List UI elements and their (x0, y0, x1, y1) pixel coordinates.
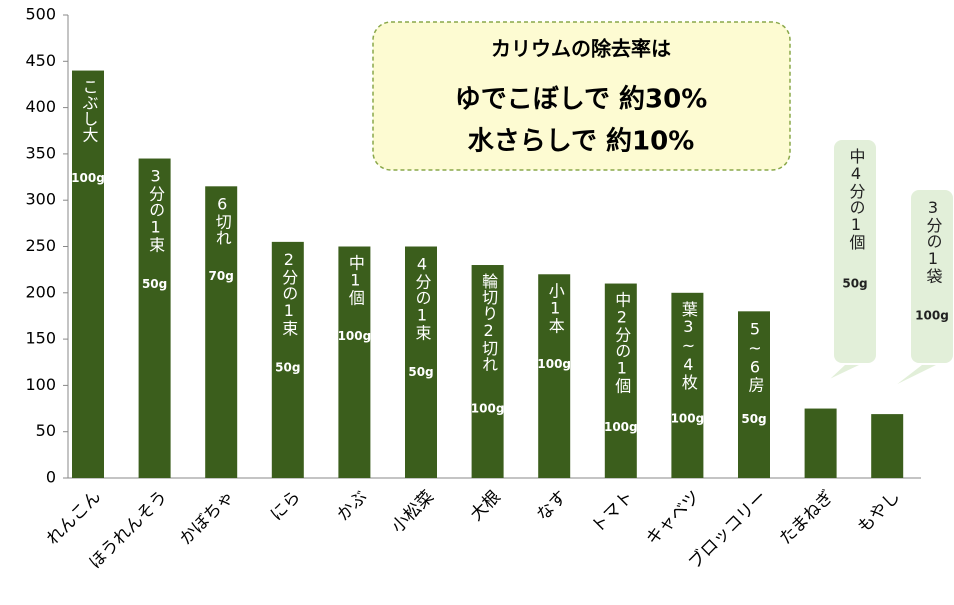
x-tick-label: れんこん (43, 487, 105, 549)
x-tick-label: 小松菜 (388, 487, 438, 537)
portion-label: 中2分の1個 (612, 292, 631, 394)
bar (205, 186, 238, 478)
portion-label: 2分の1束 (279, 250, 298, 336)
weight-label: 100g (471, 402, 505, 416)
y-tick-label: 300 (25, 190, 56, 209)
annotation-title: カリウムの除去率は (491, 37, 671, 61)
bar (338, 246, 371, 478)
bar (538, 274, 571, 478)
bar (138, 158, 171, 478)
weight-label: 100g (537, 357, 571, 371)
x-tick-label: なす (533, 487, 571, 525)
y-tick-label: 350 (25, 143, 56, 162)
x-tick-label: にら (267, 487, 305, 525)
x-tick-label: トマト (588, 487, 638, 537)
weight-label: 100g (71, 171, 105, 185)
portion-label: 3分の1袋 (924, 198, 943, 284)
portion-label: 中1個 (346, 255, 365, 306)
portion-label: 葉3~4枚 (679, 301, 698, 390)
portion-label: 5~6房 (746, 319, 765, 393)
portion-label: 中4分の1個 (847, 148, 866, 250)
y-tick-label: 200 (25, 282, 56, 301)
y-tick-label: 450 (25, 51, 56, 70)
weight-label: 70g (209, 269, 234, 283)
portion-label: こぶし大 (80, 79, 99, 143)
portion-label: 3分の1束 (146, 167, 165, 253)
weight-label: 50g (842, 277, 867, 291)
portion-label: 4分の1束 (413, 255, 432, 341)
weight-label: 100g (671, 411, 705, 425)
bar (72, 70, 104, 478)
portion-label: 輪切り2切れ (479, 273, 498, 372)
weight-label: 100g (915, 309, 949, 323)
bar (738, 311, 770, 478)
y-tick-label: 400 (25, 97, 56, 116)
y-tick-label: 100 (25, 375, 56, 394)
annotation-line: 水さらしで 約10% (468, 126, 695, 157)
callout-pointer (830, 365, 859, 379)
bar (804, 408, 837, 478)
y-tick-label: 500 (25, 5, 56, 24)
portion-label: 小1本 (546, 282, 565, 333)
x-tick-label: キャベツ (642, 487, 704, 549)
weight-label: 100g (338, 329, 372, 343)
y-tick-label: 150 (25, 329, 56, 348)
bar (471, 265, 504, 478)
x-tick-label: 大根 (466, 487, 504, 525)
callout-pointer (897, 365, 936, 385)
annotation-line: ゆでこぼしで 約30% (455, 84, 708, 115)
weight-label: 50g (275, 360, 300, 374)
callout (911, 190, 953, 363)
x-tick-label: かぶ (333, 487, 371, 525)
callout (834, 140, 876, 363)
x-tick-label: かぼちゃ (176, 487, 238, 549)
portion-label: 6切れ (213, 194, 232, 245)
bar (271, 241, 304, 478)
bar (604, 283, 637, 478)
weight-label: 50g (408, 365, 433, 379)
weight-label: 50g (142, 277, 167, 291)
x-tick-label: もやし (854, 487, 904, 537)
bar (871, 414, 904, 478)
y-tick-label: 0 (46, 468, 56, 487)
y-tick-label: 250 (25, 236, 56, 255)
y-tick-label: 50 (36, 421, 56, 440)
x-tick-label: たまねぎ (776, 487, 838, 549)
bar (671, 292, 704, 478)
bar (405, 246, 437, 478)
weight-label: 50g (741, 412, 766, 426)
annotation-box (372, 21, 791, 171)
weight-label: 100g (604, 420, 638, 434)
